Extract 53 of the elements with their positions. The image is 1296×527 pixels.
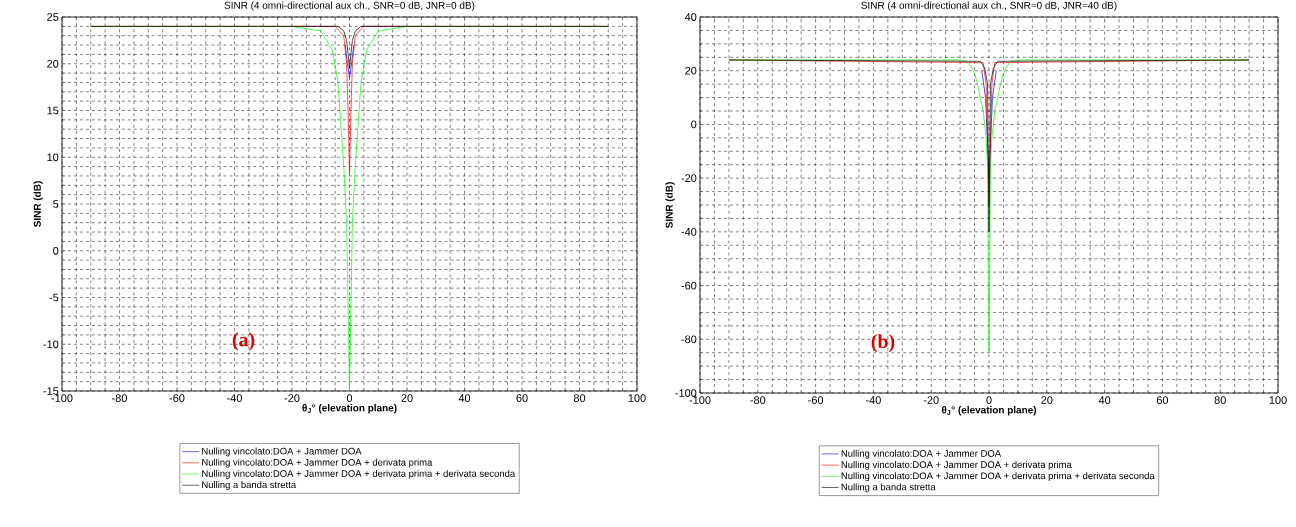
x-tick-label: 40 — [1098, 396, 1111, 404]
x-tick-label: -80 — [750, 396, 766, 404]
y-tick-label: 15 — [47, 106, 59, 115]
x-tick-label: -60 — [808, 396, 824, 404]
legend-label: Nulling vincolato:DOA + Jammer DOA + derivata prima + derivata seconda — [202, 469, 516, 479]
y-axis-title: SINR (dB) — [665, 182, 675, 228]
legend-label: Nulling vincolato:DOA + Jammer DOA — [841, 449, 1002, 459]
y-tick-label: -40 — [681, 227, 697, 236]
y-tick-label: -15 — [43, 387, 59, 395]
y-tick-label: -5 — [49, 293, 59, 302]
x-tick-label: -60 — [169, 394, 185, 402]
legend-label: Nulling a banda stretta — [202, 481, 297, 490]
x-tick-label: 0 — [346, 394, 353, 402]
x-axis-title: θ$_{J}$° (elevation plane) — [302, 404, 397, 414]
chart-title: SINR (4 omni-directional aux ch., SNR=0 dB, JNR=0 dB) — [224, 1, 475, 11]
legend-label: Nulling a banda stretta — [841, 483, 936, 493]
legend-label: Nulling vincolato:DOA + Jammer DOA + derivata prima — [202, 458, 433, 468]
x-tick-label: -20 — [923, 396, 939, 404]
x-tick-label: 60 — [1156, 396, 1169, 404]
x-tick-label: 20 — [401, 394, 413, 402]
annotation: (a) — [232, 332, 255, 351]
y-tick-label: 40 — [684, 13, 697, 21]
x-tick-label: 60 — [516, 394, 528, 402]
x-tick-label: 20 — [1041, 396, 1053, 404]
x-tick-label: -40 — [865, 396, 881, 404]
x-tick-label: -40 — [227, 394, 242, 402]
x-tick-label: 0 — [986, 396, 992, 404]
y-tick-label: 10 — [47, 153, 59, 162]
y-tick-label: -100 — [675, 389, 697, 397]
x-tick-label: -80 — [112, 394, 127, 402]
y-tick-label: 20 — [685, 66, 697, 75]
legend-label: Nulling vincolato:DOA + Jammer DOA + derivata prima — [841, 461, 1072, 470]
chart-title: SINR (4 omni-directional aux ch., SNR=0 dB, JNR=40 dB) — [861, 1, 1117, 11]
y-tick-label: -20 — [681, 174, 697, 183]
y-tick-label: 5 — [53, 200, 59, 208]
y-tick-label: 0 — [691, 120, 697, 129]
x-tick-label: 80 — [573, 394, 586, 402]
x-tick-label: 100 — [1269, 396, 1287, 404]
x-tick-label: 40 — [458, 394, 471, 402]
x-tick-label: -20 — [284, 394, 300, 402]
y-tick-label: 25 — [47, 13, 59, 21]
y-tick-label: 20 — [47, 59, 59, 68]
legend-label: Nulling vincolato:DOA + Jammer DOA — [202, 447, 362, 457]
legend-label: Nulling vincolato:DOA + Jammer DOA + derivata prima + derivata seconda — [841, 472, 1155, 482]
y-tick-label: -10 — [43, 340, 59, 349]
x-tick-label: 100 — [628, 394, 646, 402]
y-tick-label: -80 — [681, 335, 697, 344]
annotation: (b) — [871, 334, 895, 353]
y-tick-label: -60 — [681, 281, 697, 290]
x-axis-title: θ$_{J}$° (elevation plane) — [941, 406, 1037, 416]
y-tick-label: 0 — [53, 246, 59, 255]
x-tick-label: 80 — [1214, 396, 1226, 404]
y-axis-title: SINR (dB) — [33, 181, 43, 227]
